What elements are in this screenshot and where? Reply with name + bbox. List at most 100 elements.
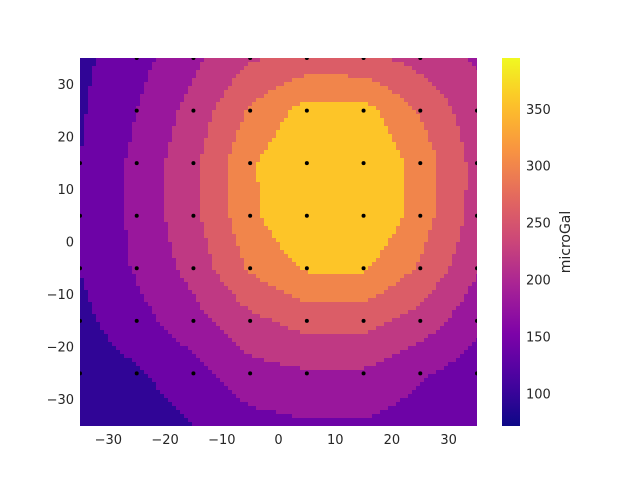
contour-cell: [160, 122, 165, 127]
contour-cell: [244, 158, 249, 163]
contour-cell: [288, 238, 293, 243]
contour-cell: [264, 158, 269, 163]
contour-cell: [344, 98, 349, 103]
contour-cell: [100, 182, 105, 187]
contour-cell: [336, 234, 341, 239]
contour-cell: [280, 206, 285, 211]
contour-cell: [112, 198, 117, 203]
contour-cell: [224, 86, 229, 91]
contour-cell: [284, 114, 289, 119]
contour-cell: [392, 102, 397, 107]
contour-cell: [272, 182, 277, 187]
contour-cell: [196, 174, 201, 179]
contour-cell: [400, 206, 405, 211]
contour-cell: [172, 186, 177, 191]
contour-cell: [220, 202, 225, 207]
contour-cell: [120, 62, 125, 67]
contour-cell: [220, 134, 225, 139]
contour-cell: [448, 142, 453, 147]
contour-cell: [196, 98, 201, 103]
contour-cell: [148, 114, 153, 119]
contour-cell: [276, 114, 281, 119]
contour-cell: [428, 246, 433, 251]
contour-cell: [324, 130, 329, 135]
contour-cell: [432, 254, 437, 259]
contour-cell: [336, 58, 341, 63]
contour-cell: [200, 90, 205, 95]
contour-cell: [328, 130, 333, 135]
contour-cell: [456, 214, 461, 219]
contour-cell: [344, 134, 349, 139]
contour-cell: [148, 250, 153, 255]
contour-cell: [284, 210, 289, 215]
contour-cell: [380, 106, 385, 111]
contour-cell: [320, 174, 325, 179]
contour-cell: [172, 102, 177, 107]
contour-cell: [284, 146, 289, 151]
contour-cell: [464, 234, 469, 239]
contour-cell: [184, 74, 189, 79]
contour-cell: [96, 58, 101, 63]
contour-cell: [184, 246, 189, 251]
contour-cell: [292, 150, 297, 155]
contour-cell: [312, 82, 317, 87]
contour-cell: [456, 230, 461, 235]
contour-cell: [296, 218, 301, 223]
contour-cell: [340, 238, 345, 243]
contour-cell: [220, 106, 225, 111]
contour-cell: [112, 218, 117, 223]
contour-cell: [236, 154, 241, 159]
contour-cell: [308, 70, 313, 75]
contour-cell: [288, 134, 293, 139]
contour-cell: [236, 250, 241, 255]
contour-cell: [304, 70, 309, 75]
contour-cell: [464, 78, 469, 83]
contour-cell: [208, 162, 213, 167]
contour-cell: [248, 154, 253, 159]
contour-cell: [332, 214, 337, 219]
contour-cell: [188, 174, 193, 179]
contour-cell: [340, 170, 345, 175]
contour-cell: [388, 182, 393, 187]
contour-cell: [388, 210, 393, 215]
contour-cell: [260, 154, 265, 159]
contour-cell: [392, 170, 397, 175]
contour-cell: [172, 110, 177, 115]
contour-cell: [396, 250, 401, 255]
contour-cell: [436, 142, 441, 147]
contour-cell: [348, 254, 353, 259]
contour-cell: [152, 118, 157, 123]
contour-cell: [428, 222, 433, 227]
contour-cell: [180, 234, 185, 239]
contour-cell: [328, 250, 333, 255]
contour-cell: [208, 158, 213, 163]
contour-cell: [96, 134, 101, 139]
contour-cell: [192, 114, 197, 119]
contour-cell: [428, 158, 433, 163]
contour-cell: [176, 162, 181, 167]
contour-cell: [116, 230, 121, 235]
contour-cell: [380, 230, 385, 235]
contour-cell: [456, 254, 461, 259]
contour-cell: [440, 202, 445, 207]
contour-cell: [160, 226, 165, 231]
contour-cell: [432, 162, 437, 167]
contour-cell: [456, 118, 461, 123]
contour-cell: [160, 206, 165, 211]
contour-cell: [84, 186, 89, 191]
contour-cell: [468, 190, 473, 195]
contour-cell: [384, 226, 389, 231]
contour-cell: [248, 206, 253, 211]
contour-cell: [264, 166, 269, 171]
contour-cell: [424, 238, 429, 243]
contour-cell: [396, 94, 401, 99]
contour-cell: [284, 70, 289, 75]
contour-cell: [212, 90, 217, 95]
contour-cell: [248, 146, 253, 151]
contour-cell: [136, 122, 141, 127]
contour-cell: [380, 198, 385, 203]
contour-cell: [256, 158, 261, 163]
contour-cell: [92, 206, 97, 211]
contour-cell: [212, 134, 217, 139]
contour-cell: [428, 178, 433, 183]
